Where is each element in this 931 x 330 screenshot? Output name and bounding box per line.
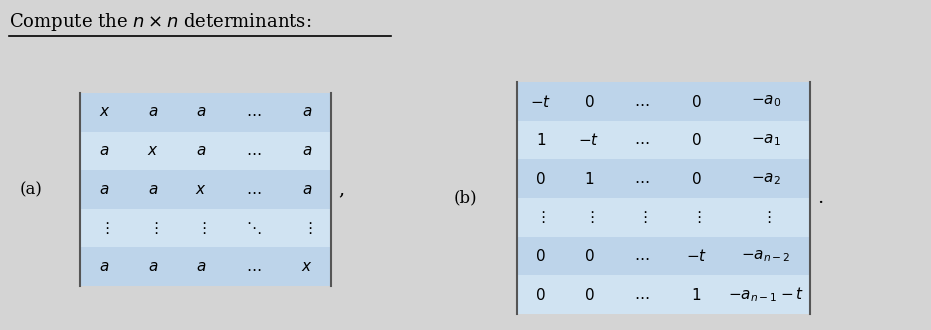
Text: $\vdots$: $\vdots$ <box>761 209 771 225</box>
Text: $0$: $0$ <box>584 248 594 264</box>
Text: $0$: $0$ <box>584 286 594 303</box>
Text: $\vdots$: $\vdots$ <box>196 220 206 236</box>
Text: $-a_2$: $-a_2$ <box>751 171 781 186</box>
Text: $\ldots$: $\ldots$ <box>246 260 262 274</box>
Bar <box>80 132 331 170</box>
Text: $1$: $1$ <box>584 171 594 187</box>
Text: $a$: $a$ <box>147 105 158 119</box>
Text: $0$: $0$ <box>584 93 594 110</box>
Text: $a$: $a$ <box>147 260 158 274</box>
Text: $a$: $a$ <box>147 182 158 197</box>
Text: .: . <box>817 189 824 207</box>
Text: $x$: $x$ <box>196 182 207 197</box>
Bar <box>517 275 810 314</box>
Text: $a$: $a$ <box>302 105 312 119</box>
Text: ,: , <box>338 181 344 199</box>
Text: $-a_{n-2}$: $-a_{n-2}$ <box>741 248 790 264</box>
Text: $\ddots$: $\ddots$ <box>246 220 262 236</box>
Text: $-a_0$: $-a_0$ <box>750 94 781 109</box>
Text: $1$: $1$ <box>535 132 546 148</box>
Text: $0$: $0$ <box>691 132 701 148</box>
Text: $0$: $0$ <box>535 171 546 187</box>
Bar <box>80 248 331 286</box>
Text: $\vdots$: $\vdots$ <box>302 220 312 236</box>
Text: $a$: $a$ <box>100 182 110 197</box>
Text: $a$: $a$ <box>196 260 206 274</box>
Text: $\ldots$: $\ldots$ <box>246 182 262 197</box>
Bar <box>517 121 810 159</box>
Text: $0$: $0$ <box>691 171 701 187</box>
Text: $\ldots$: $\ldots$ <box>634 249 650 263</box>
Text: $\vdots$: $\vdots$ <box>147 220 158 236</box>
Bar <box>80 209 331 248</box>
Text: $a$: $a$ <box>302 182 312 197</box>
Text: $x$: $x$ <box>301 260 313 274</box>
Text: $x$: $x$ <box>147 144 158 158</box>
Text: $-t$: $-t$ <box>685 248 707 264</box>
Text: $\ldots$: $\ldots$ <box>246 144 262 158</box>
Text: $0$: $0$ <box>691 93 701 110</box>
Text: (a): (a) <box>20 181 43 198</box>
Bar <box>80 93 331 132</box>
Text: (b): (b) <box>453 189 478 207</box>
Text: $0$: $0$ <box>535 286 546 303</box>
Text: $\ldots$: $\ldots$ <box>634 172 650 186</box>
Text: $a$: $a$ <box>302 144 312 158</box>
Text: $\vdots$: $\vdots$ <box>691 209 701 225</box>
Text: $\ldots$: $\ldots$ <box>634 287 650 302</box>
Text: $\vdots$: $\vdots$ <box>100 220 110 236</box>
Bar <box>517 198 810 237</box>
Text: $\ldots$: $\ldots$ <box>634 133 650 147</box>
Bar <box>517 237 810 275</box>
Bar <box>517 82 810 121</box>
Bar <box>517 159 810 198</box>
Text: $-a_{n-1}-t$: $-a_{n-1}-t$ <box>727 285 804 304</box>
Text: $0$: $0$ <box>535 248 546 264</box>
Text: $a$: $a$ <box>196 105 206 119</box>
Text: $a$: $a$ <box>100 144 110 158</box>
Text: $a$: $a$ <box>100 260 110 274</box>
Text: $\ldots$: $\ldots$ <box>634 94 650 109</box>
Text: $1$: $1$ <box>691 286 701 303</box>
Text: $-a_1$: $-a_1$ <box>751 132 781 148</box>
Text: $-t$: $-t$ <box>530 93 551 110</box>
Text: $a$: $a$ <box>196 144 206 158</box>
Text: $x$: $x$ <box>99 105 110 119</box>
Text: Compute the $n \times n$ determinants:: Compute the $n \times n$ determinants: <box>8 11 311 33</box>
Text: $\ldots$: $\ldots$ <box>246 105 262 119</box>
Text: $\vdots$: $\vdots$ <box>584 209 594 225</box>
Text: $-t$: $-t$ <box>578 132 600 148</box>
Text: $\vdots$: $\vdots$ <box>535 209 546 225</box>
Bar <box>80 170 331 209</box>
Text: $\vdots$: $\vdots$ <box>637 209 647 225</box>
